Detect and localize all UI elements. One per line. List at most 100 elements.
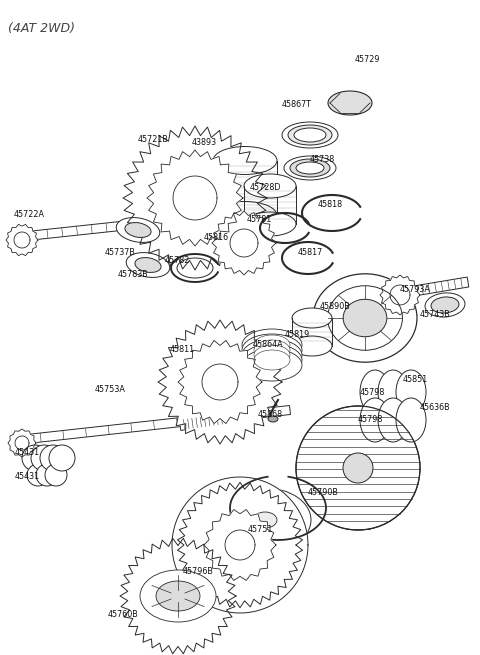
Ellipse shape: [268, 416, 278, 422]
Text: 45818: 45818: [318, 200, 343, 209]
Text: 45728D: 45728D: [250, 183, 281, 192]
Text: 45811: 45811: [170, 345, 195, 354]
Ellipse shape: [433, 298, 457, 312]
Text: 45798: 45798: [360, 388, 385, 397]
Text: 45790B: 45790B: [308, 488, 339, 497]
Text: 45738: 45738: [310, 155, 335, 164]
Text: 45868: 45868: [258, 410, 283, 419]
Text: 45729: 45729: [355, 55, 381, 64]
Polygon shape: [178, 341, 262, 424]
Polygon shape: [147, 150, 243, 246]
Polygon shape: [158, 320, 282, 444]
Text: (4AT 2WD): (4AT 2WD): [8, 22, 75, 35]
Ellipse shape: [284, 156, 336, 180]
Polygon shape: [244, 186, 296, 224]
Text: 43893: 43893: [192, 138, 217, 147]
Text: 45890B: 45890B: [320, 302, 351, 311]
Ellipse shape: [242, 329, 302, 361]
Polygon shape: [292, 318, 332, 346]
Polygon shape: [172, 477, 308, 613]
Ellipse shape: [126, 253, 170, 278]
Ellipse shape: [254, 345, 290, 365]
Ellipse shape: [49, 445, 75, 471]
Ellipse shape: [343, 299, 387, 337]
Ellipse shape: [292, 308, 332, 328]
Text: 45431: 45431: [15, 448, 40, 457]
Ellipse shape: [396, 398, 426, 442]
Ellipse shape: [378, 370, 408, 414]
Text: 45753A: 45753A: [95, 385, 126, 394]
Text: 45781: 45781: [247, 215, 272, 224]
Ellipse shape: [288, 125, 332, 145]
Polygon shape: [6, 225, 38, 255]
Ellipse shape: [328, 91, 372, 115]
Ellipse shape: [292, 336, 332, 356]
Ellipse shape: [253, 512, 277, 528]
Ellipse shape: [296, 406, 420, 530]
Polygon shape: [8, 429, 36, 457]
Ellipse shape: [378, 398, 408, 442]
Ellipse shape: [31, 445, 57, 471]
Text: 45796B: 45796B: [183, 567, 214, 576]
Text: 45798: 45798: [358, 415, 384, 424]
Ellipse shape: [244, 212, 296, 236]
Text: 45793A: 45793A: [400, 285, 431, 294]
Text: 45864A: 45864A: [253, 340, 284, 349]
Ellipse shape: [343, 453, 373, 483]
Text: 45737B: 45737B: [105, 248, 136, 257]
Text: 45636B: 45636B: [420, 403, 451, 412]
Text: 45819: 45819: [285, 330, 310, 339]
Ellipse shape: [244, 174, 296, 198]
Ellipse shape: [242, 344, 302, 376]
Text: 45431: 45431: [15, 472, 40, 481]
Text: 45816: 45816: [204, 233, 229, 242]
Polygon shape: [389, 277, 469, 300]
Polygon shape: [179, 413, 231, 430]
Text: 45760B: 45760B: [108, 610, 139, 619]
Ellipse shape: [296, 162, 324, 174]
Ellipse shape: [294, 128, 326, 142]
Ellipse shape: [140, 570, 216, 622]
Ellipse shape: [327, 286, 402, 350]
Text: 45782: 45782: [165, 256, 191, 265]
Ellipse shape: [396, 370, 426, 414]
Ellipse shape: [22, 445, 48, 471]
Polygon shape: [380, 275, 420, 315]
Ellipse shape: [254, 350, 290, 370]
Ellipse shape: [135, 257, 161, 272]
Text: 45817: 45817: [298, 248, 323, 257]
Ellipse shape: [254, 340, 290, 360]
Polygon shape: [17, 214, 195, 242]
Ellipse shape: [27, 464, 49, 486]
Text: 45721B: 45721B: [138, 135, 169, 144]
Ellipse shape: [282, 122, 338, 148]
Text: 45743B: 45743B: [420, 310, 451, 319]
Ellipse shape: [425, 293, 465, 317]
Ellipse shape: [242, 334, 302, 366]
Ellipse shape: [242, 339, 302, 371]
Text: 45722A: 45722A: [14, 210, 45, 219]
Text: 45851: 45851: [403, 375, 428, 384]
Ellipse shape: [254, 335, 290, 355]
Ellipse shape: [242, 349, 302, 381]
Ellipse shape: [360, 370, 390, 414]
Text: 45867T: 45867T: [282, 100, 312, 109]
Ellipse shape: [431, 297, 459, 313]
Polygon shape: [17, 405, 290, 445]
Ellipse shape: [219, 488, 311, 552]
Ellipse shape: [213, 202, 277, 229]
Ellipse shape: [116, 217, 160, 242]
Ellipse shape: [125, 223, 151, 238]
Ellipse shape: [360, 398, 390, 442]
Ellipse shape: [156, 581, 200, 611]
Polygon shape: [123, 126, 267, 270]
Text: 45783B: 45783B: [118, 270, 149, 279]
Text: 45751: 45751: [248, 525, 274, 534]
Ellipse shape: [290, 159, 330, 177]
Polygon shape: [204, 510, 276, 580]
Ellipse shape: [45, 464, 67, 486]
Ellipse shape: [40, 445, 66, 471]
Polygon shape: [120, 538, 236, 654]
Polygon shape: [213, 160, 277, 215]
Ellipse shape: [213, 147, 277, 174]
